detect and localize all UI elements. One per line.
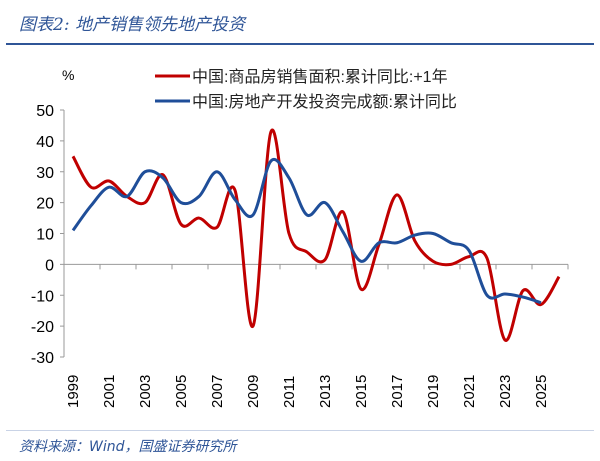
x-tick-label: 2009 bbox=[245, 375, 262, 408]
title-divider bbox=[6, 43, 594, 45]
x-tick-label: 2013 bbox=[317, 375, 334, 408]
legend-label: 中国:房地产开发投资完成额:累计同比 bbox=[192, 93, 457, 111]
x-tick-label: 2015 bbox=[353, 375, 370, 408]
x-tick-label: 2001 bbox=[101, 375, 118, 408]
legend-label: 中国:商品房销售面积:累计同比:+1年 bbox=[192, 68, 448, 86]
y-tick-label: 40 bbox=[36, 134, 54, 151]
x-tick-label: 2007 bbox=[209, 375, 226, 408]
y-tick-label: 50 bbox=[36, 103, 54, 120]
series-line-2 bbox=[71, 158, 542, 305]
chart-title: 图表2: 地产销售领先地产投资 bbox=[19, 15, 245, 35]
x-tick-label: 1999 bbox=[65, 375, 82, 408]
x-tick-label: 2021 bbox=[461, 375, 478, 408]
y-tick-label: -30 bbox=[31, 350, 54, 367]
y-tick-label: 10 bbox=[36, 227, 54, 244]
series-line-1 bbox=[71, 128, 561, 342]
footer-divider bbox=[6, 430, 594, 431]
x-tick-label: 2019 bbox=[425, 375, 442, 408]
y-tick-label: 0 bbox=[45, 257, 54, 274]
y-tick-label: -10 bbox=[31, 288, 54, 305]
x-tick-label: 2005 bbox=[173, 375, 190, 408]
series-lines bbox=[71, 128, 561, 342]
axes: 50 40 30 20 10 0 -10 -20 -30 1999 2001 2003 2005 2007… bbox=[31, 103, 569, 408]
x-tick-label: 2023 bbox=[497, 375, 514, 408]
source-note: 资料来源：Wind，国盛证券研究所 bbox=[19, 439, 237, 455]
y-tick-label: 30 bbox=[36, 165, 54, 182]
x-tick-label: 2025 bbox=[533, 375, 550, 408]
y-axis-unit: % bbox=[62, 67, 74, 83]
y-tick-label: -20 bbox=[31, 319, 54, 336]
x-tick-label: 2003 bbox=[137, 375, 154, 408]
line-chart: % 中国:商品房销售面积:累计同比:+1年中国:房地产开发投资完成额:累计同比 … bbox=[31, 67, 569, 408]
x-tick-label: 2017 bbox=[389, 375, 406, 408]
y-tick-label: 20 bbox=[36, 196, 54, 213]
x-tick-label: 2011 bbox=[281, 376, 298, 408]
